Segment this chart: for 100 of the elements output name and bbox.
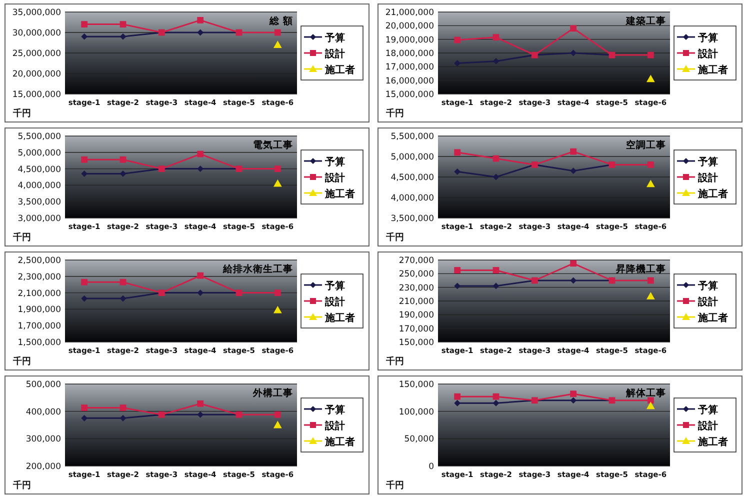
y-tick-label: 4,500,000 — [390, 173, 434, 183]
legend-label: 施工者 — [324, 312, 355, 324]
point — [197, 290, 204, 296]
point — [570, 277, 577, 284]
legend-label: 予算 — [697, 156, 718, 168]
point — [81, 278, 88, 286]
point — [197, 411, 204, 418]
y-axis-title: 千円 — [385, 108, 404, 119]
y-tick-label: 270,000 — [398, 256, 434, 266]
y-tick-label: 17,000,000 — [385, 62, 434, 73]
legend-label: 施工者 — [697, 64, 728, 76]
y-tick-label: 15,000,000 — [12, 90, 61, 100]
y-tick-label: 500,000 — [26, 380, 61, 390]
point — [492, 393, 500, 400]
chart-title: 電気工事 — [253, 139, 293, 151]
legend-label: 予算 — [697, 280, 718, 292]
point — [120, 21, 126, 28]
point — [197, 400, 204, 407]
legend-label: 施工者 — [324, 436, 355, 448]
point — [197, 17, 204, 24]
y-tick-label: 15,000,000 — [385, 90, 434, 100]
point — [454, 282, 461, 290]
y-tick-label: 150,000 — [398, 338, 434, 348]
legend-label: 予算 — [324, 32, 345, 44]
point — [647, 277, 654, 284]
point — [492, 267, 500, 274]
point — [454, 267, 461, 274]
legend-label: 予算 — [697, 404, 718, 416]
legend-label: 設計 — [697, 48, 718, 60]
y-tick-label: 200,000 — [26, 462, 61, 472]
point — [120, 295, 126, 302]
point — [120, 33, 126, 40]
y-tick-label: 5,500,000 — [18, 132, 61, 142]
point — [81, 156, 88, 163]
chart-title: 空調工事 — [626, 139, 666, 151]
point — [81, 33, 88, 40]
y-tick-label: 3,500,000 — [390, 214, 434, 224]
point — [570, 148, 577, 155]
point — [570, 25, 577, 32]
legend-label: 設計 — [324, 420, 345, 432]
y-axis-title: 千円 — [12, 480, 31, 491]
point — [274, 411, 281, 418]
point — [273, 306, 282, 314]
y-tick-label: 21,000,000 — [385, 8, 434, 18]
point — [274, 166, 281, 172]
chart-title: 総 額 — [268, 15, 293, 27]
y-tick-label: 4,500,000 — [18, 164, 61, 175]
point — [454, 168, 461, 175]
point — [120, 156, 126, 163]
point — [454, 36, 461, 44]
y-tick-label: 300,000 — [26, 434, 61, 445]
y-tick-label: 4,000,000 — [390, 194, 434, 204]
point — [197, 272, 204, 279]
y-tick-label: 5,500,000 — [390, 132, 434, 142]
chart-title: 給排水衛生工事 — [222, 263, 293, 275]
y-axis-title: 千円 — [385, 232, 404, 243]
point — [197, 150, 204, 158]
point — [197, 29, 204, 36]
point — [81, 295, 88, 302]
y-tick-label: 100,000 — [398, 407, 434, 418]
chart-title: 外構工事 — [252, 387, 293, 399]
point — [492, 400, 500, 406]
y-tick-label: 1,500,000 — [18, 338, 61, 348]
point — [81, 404, 88, 411]
y-tick-label: 30,000,000 — [12, 28, 61, 38]
point — [274, 29, 281, 36]
point — [273, 179, 282, 187]
y-axis-title: 千円 — [12, 108, 31, 119]
y-axis-title: 千円 — [12, 356, 31, 367]
chart-title: 解体工事 — [625, 387, 666, 399]
y-tick-label: 18,000,000 — [385, 49, 434, 59]
legend-label: 設計 — [697, 172, 718, 184]
y-tick-label: 19,000,000 — [385, 35, 434, 46]
legend-label: 予算 — [697, 32, 718, 44]
y-tick-label: 1,900,000 — [18, 305, 61, 316]
legend-label: 設計 — [324, 172, 345, 184]
legend-label: 予算 — [324, 280, 345, 292]
text: 建築工事 — [625, 15, 666, 27]
point — [570, 397, 577, 404]
y-tick-label: 190,000 — [398, 310, 434, 321]
point — [454, 60, 461, 66]
point — [81, 21, 88, 28]
point — [647, 397, 654, 404]
point — [646, 180, 655, 188]
y-tick-label: 25,000,000 — [12, 49, 61, 59]
legend-label: 施工者 — [324, 64, 355, 76]
point — [492, 282, 500, 290]
y-tick-label: 4,000,000 — [18, 181, 61, 192]
legend-label: 設計 — [324, 296, 345, 308]
text: 昇降機工事 — [615, 263, 666, 275]
y-tick-label: 0 — [428, 462, 434, 472]
point — [120, 278, 126, 286]
point — [454, 393, 461, 400]
point — [454, 400, 461, 406]
y-tick-label: 3,000,000 — [18, 214, 61, 224]
y-tick-label: 150,000 — [398, 380, 434, 390]
y-tick-label: 210,000 — [398, 297, 434, 307]
y-tick-label: 170,000 — [398, 324, 434, 334]
point — [81, 170, 88, 177]
point — [492, 34, 500, 40]
